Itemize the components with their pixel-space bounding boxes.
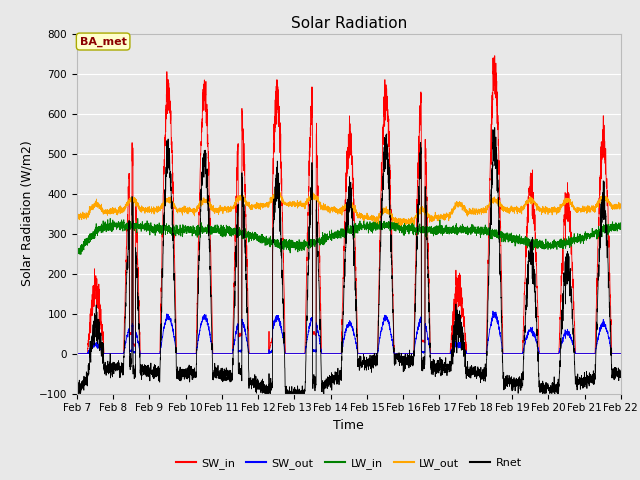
SW_in [73,351,81,357]
LW_out [471,209,479,215]
SW_out [617,351,625,357]
LW_out [73,214,81,220]
Line: Rnet: Rnet [77,128,621,405]
SW_out [440,351,448,357]
Rnet [171,291,179,297]
Legend: SW_in, SW_out, LW_in, LW_out, Rnet: SW_in, SW_out, LW_in, LW_out, Rnet [171,453,527,473]
SW_in [502,351,509,357]
LW_in [171,228,179,233]
LW_out [329,208,337,214]
LW_in [502,231,509,237]
SW_in [616,351,624,357]
Rnet [491,125,499,131]
SW_out [171,336,179,342]
Rnet [441,369,449,374]
LW_out [271,186,278,192]
LW_out [502,209,509,215]
LW_in [329,231,337,237]
SW_in [491,53,499,59]
LW_out [397,223,404,228]
Rnet [73,384,81,389]
SW_in [471,351,479,357]
Line: SW_out: SW_out [77,311,621,354]
LW_out [171,204,179,210]
LW_out [441,214,449,220]
LW_in [617,224,625,229]
SW_out [73,351,81,357]
Text: BA_met: BA_met [80,36,127,47]
Rnet [616,373,624,379]
Line: SW_in: SW_in [77,56,621,354]
LW_in [441,229,449,235]
Rnet [471,372,479,378]
LW_in [616,225,624,231]
Rnet [502,373,509,379]
SW_out [502,351,509,357]
Y-axis label: Solar Radiation (W/m2): Solar Radiation (W/m2) [20,141,33,287]
SW_out [616,351,624,357]
Rnet [286,402,294,408]
SW_in [440,351,448,357]
SW_in [617,351,625,357]
SW_out [489,308,497,314]
Line: LW_in: LW_in [77,218,621,256]
SW_in [171,252,179,258]
LW_out [617,205,625,211]
Line: LW_out: LW_out [77,189,621,226]
Rnet [329,372,337,377]
SW_out [328,351,336,357]
Rnet [617,370,625,375]
LW_out [616,201,624,206]
SW_in [328,351,336,357]
LW_in [73,248,81,253]
Title: Solar Radiation: Solar Radiation [291,16,407,31]
LW_in [471,225,479,231]
SW_out [471,351,479,357]
X-axis label: Time: Time [333,419,364,432]
LW_in [106,216,114,221]
LW_in [74,253,81,259]
